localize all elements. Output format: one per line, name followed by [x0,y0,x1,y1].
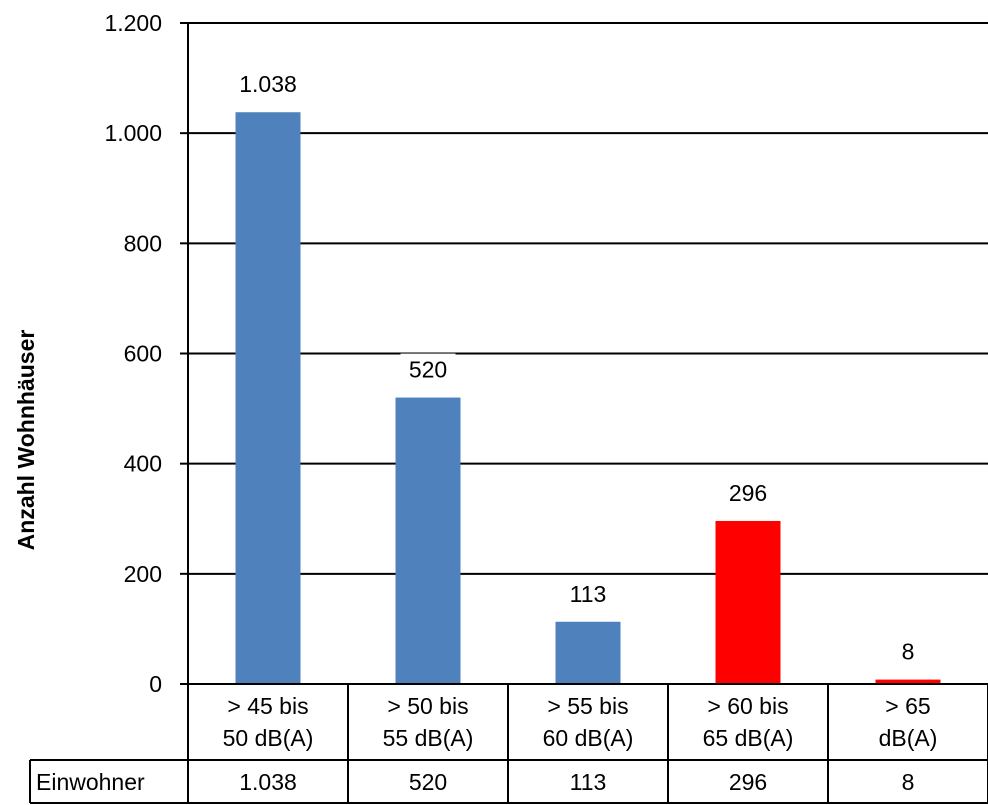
table-cell: 113 [570,769,607,795]
table-cell: 8 [902,769,915,795]
x-category-label: > 45 bis [227,693,308,719]
data-label: 8 [902,639,915,665]
x-category-label: 65 dB(A) [703,725,794,751]
bars [235,112,941,685]
x-category-label: > 55 bis [547,693,628,719]
y-tick-label: 1.000 [104,120,162,146]
data-label-background [227,68,309,101]
data-labels: 1.038 520 113 296 8 [227,68,923,668]
y-tick-label: 800 [124,230,162,256]
bar [235,112,301,685]
x-category-label: 60 dB(A) [543,725,634,751]
data-label-background [720,476,776,509]
data-table: > 45 bis 50 dB(A) > 50 bis 55 dB(A) > 55 bis… [29,683,988,804]
bar [715,520,781,684]
x-category-label: 50 dB(A) [223,725,314,751]
data-label-background [560,577,616,610]
data-label: 113 [570,581,607,607]
data-label: 296 [729,480,767,506]
bar [875,679,941,684]
x-category-label: dB(A) [879,725,938,751]
x-category-label: > 60 bis [707,693,788,719]
x-category-label: > 65 [885,693,930,719]
bar [395,397,461,684]
x-category-label: 55 dB(A) [383,725,474,751]
gridlines [180,22,988,685]
data-label-background [893,635,923,668]
data-label: 1.038 [239,71,297,97]
table-cell: 296 [729,769,767,795]
table-cell: 1.038 [239,769,297,795]
x-category-label: > 50 bis [387,693,468,719]
y-tick-label: 0 [149,671,162,697]
table-cell: 520 [409,769,447,795]
y-tick-labels: 0 200 400 600 800 1.000 1.200 [104,10,162,697]
bar [555,621,621,684]
y-tick-label: 200 [124,561,162,587]
y-axis-label: Anzahl Wohnhäuser [13,330,39,551]
data-label: 520 [409,357,447,383]
table-row-label: Einwohner [36,769,145,795]
data-label-background [400,353,456,386]
y-tick-label: 600 [124,341,162,367]
y-tick-label: 400 [124,451,162,477]
y-tick-label: 1.200 [104,10,162,36]
